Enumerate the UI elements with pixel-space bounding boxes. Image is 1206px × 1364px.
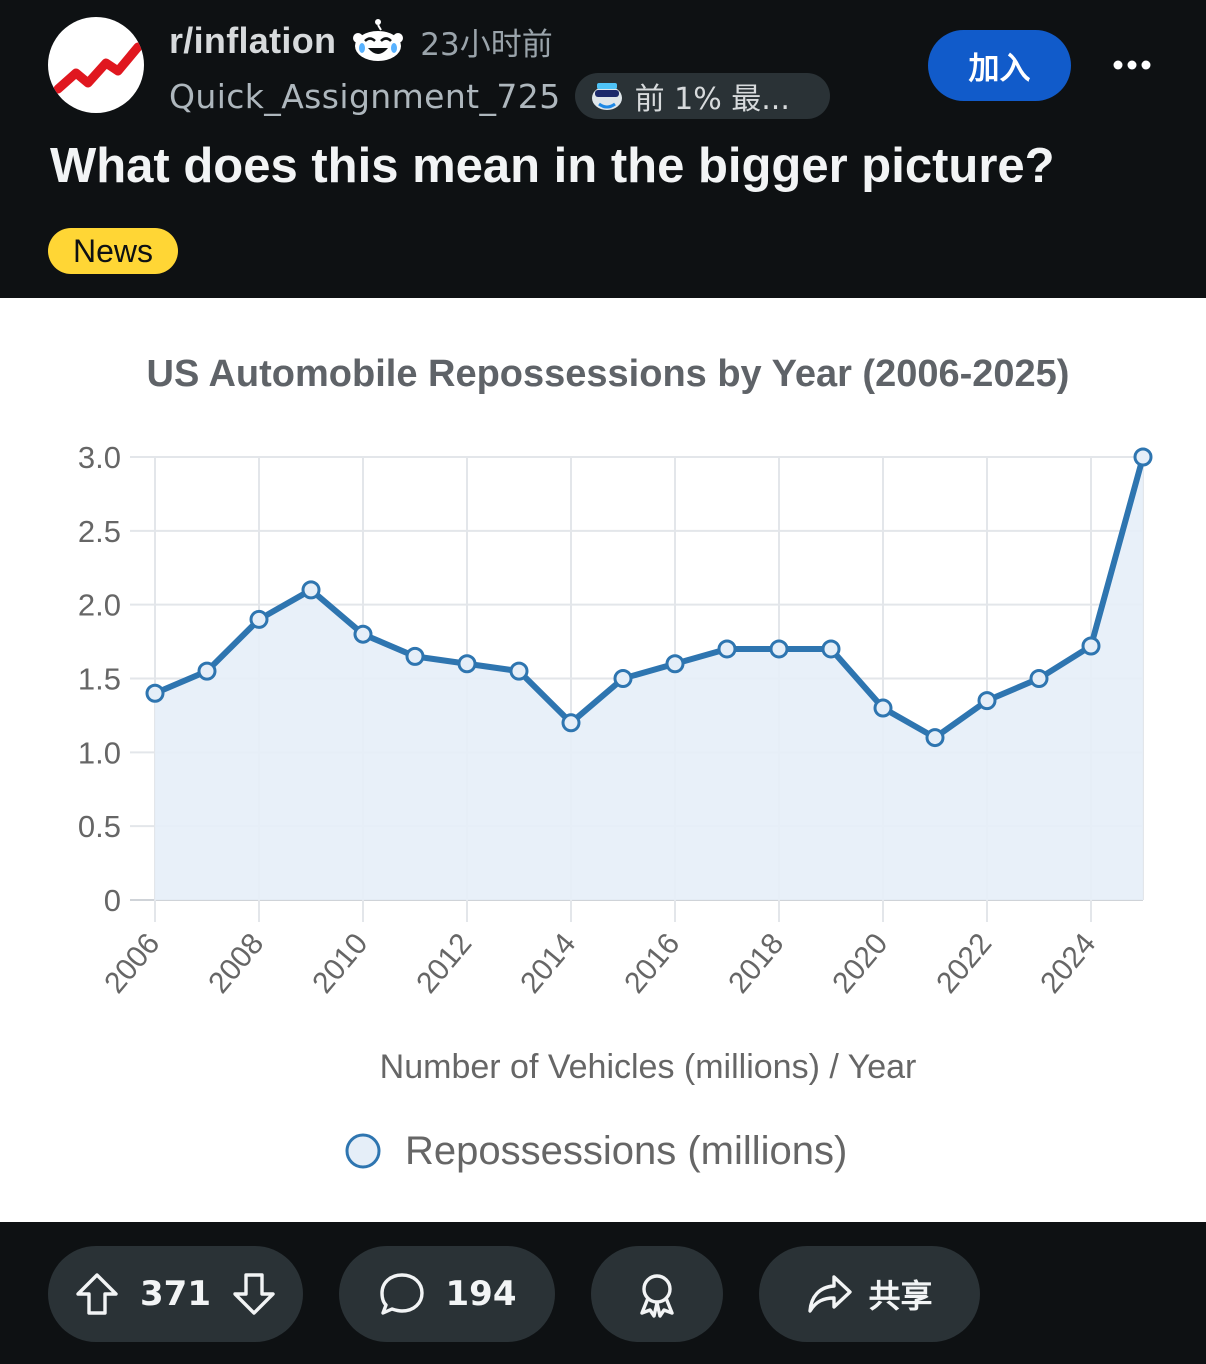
author-row: Quick_Assignment_725 前 1% 最... — [169, 72, 830, 120]
y-tick-label: 0.5 — [78, 809, 121, 844]
data-point — [873, 698, 893, 718]
data-point — [145, 683, 165, 703]
comment-count: 194 — [445, 1274, 517, 1314]
user-flair: 前 1% 最... — [574, 73, 830, 119]
flair-text: 前 1% 最... — [634, 82, 790, 117]
y-tick-label: 2.5 — [78, 514, 121, 549]
series-line — [152, 454, 1146, 741]
award-icon — [640, 1274, 674, 1318]
legend-label: Repossessions (millions) — [405, 1129, 847, 1173]
data-point — [821, 639, 841, 659]
subreddit-avatar-trend-icon — [53, 42, 143, 94]
more-dots-icon — [1113, 60, 1151, 70]
x-axis-label: Number of Vehicles (millions) / Year — [380, 1048, 917, 1086]
data-point — [1081, 636, 1101, 656]
subreddit-avatar[interactable] — [48, 17, 144, 113]
data-point — [197, 661, 217, 681]
x-tick-label: 2006 — [98, 927, 166, 999]
more-options-button[interactable] — [1104, 44, 1160, 86]
data-point — [353, 624, 373, 644]
author-name[interactable]: Quick_Assignment_725 — [169, 76, 561, 116]
x-tick-label: 2014 — [514, 927, 582, 999]
subreddit-row: r/inflation 23小时前 — [169, 18, 553, 64]
data-point — [1029, 669, 1049, 688]
downvote-arrow-icon[interactable] — [231, 1271, 277, 1317]
data-point — [301, 580, 321, 600]
comment-bubble-icon — [379, 1273, 424, 1315]
data-point — [405, 646, 425, 666]
y-tick-label: 2.0 — [78, 588, 121, 623]
top-contributor-icon — [591, 83, 622, 110]
data-point — [977, 691, 997, 711]
vote-control: 371 — [48, 1246, 303, 1342]
award-button[interactable] — [591, 1246, 723, 1342]
share-arrow-icon — [808, 1275, 853, 1313]
x-tick-label: 2008 — [202, 927, 270, 999]
x-tick-label: 2018 — [722, 927, 790, 999]
subreddit-name[interactable]: r/inflation — [169, 20, 337, 61]
join-button[interactable]: 加入 — [928, 30, 1071, 101]
x-tick-label: 2012 — [410, 927, 478, 999]
y-tick-label: 0 — [104, 883, 121, 918]
y-tick-label: 3.0 — [78, 440, 121, 475]
y-tick-label: 1.5 — [78, 662, 121, 697]
post-header: r/inflation 23小时前 Quick_Assignment_725 前… — [0, 0, 1206, 298]
post-tag[interactable]: News — [48, 228, 178, 274]
snoo-laughing-icon — [353, 19, 404, 61]
post-image-chart[interactable]: US Automobile Repossessions by Year (200… — [0, 298, 1206, 1222]
x-tick-label: 2022 — [930, 927, 998, 999]
data-point — [717, 639, 737, 659]
data-point — [509, 661, 529, 681]
action-bar: 371 194 共享 — [0, 1222, 1206, 1364]
upvote-count: 371 — [140, 1274, 211, 1314]
data-point — [457, 654, 477, 674]
line-chart: US Automobile Repossessions by Year (200… — [78, 353, 1153, 1173]
legend-marker — [345, 1133, 381, 1169]
x-tick-label: 2020 — [826, 927, 894, 999]
upvote-arrow-icon[interactable] — [74, 1271, 120, 1317]
data-point — [249, 609, 269, 629]
share-button[interactable]: 共享 — [759, 1246, 980, 1342]
data-point — [561, 713, 581, 733]
series-area — [155, 457, 1143, 900]
data-point — [613, 669, 633, 688]
comments-button[interactable]: 194 — [339, 1246, 555, 1342]
data-point — [1133, 447, 1153, 467]
x-tick-label: 2010 — [306, 927, 374, 999]
data-point — [769, 639, 789, 659]
post-title[interactable]: What does this mean in the bigger pictur… — [50, 139, 1055, 193]
data-point — [665, 654, 685, 674]
chart-title: US Automobile Repossessions by Year (200… — [147, 353, 1070, 395]
x-tick-label: 2024 — [1034, 927, 1102, 999]
share-label: 共享 — [868, 1277, 933, 1315]
post-time: 23小时前 — [420, 26, 553, 63]
x-tick-label: 2016 — [618, 927, 686, 999]
data-point — [925, 728, 945, 748]
y-tick-label: 1.0 — [78, 735, 121, 770]
